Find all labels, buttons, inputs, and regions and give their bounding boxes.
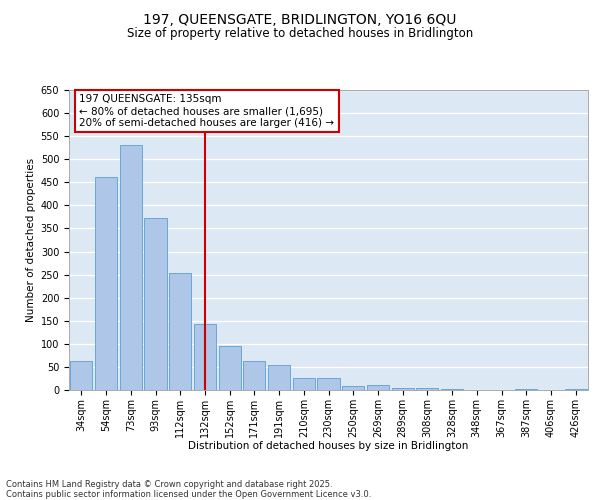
Bar	[268, 364, 290, 390]
Y-axis label: Number of detached properties: Number of detached properties	[26, 158, 37, 322]
Text: 197, QUEENSGATE, BRIDLINGTON, YO16 6QU: 197, QUEENSGATE, BRIDLINGTON, YO16 6QU	[143, 12, 457, 26]
Bar	[441, 389, 463, 390]
Bar	[95, 177, 117, 390]
Bar	[515, 389, 538, 390]
Bar	[70, 362, 92, 390]
Bar	[342, 386, 364, 390]
Text: 197 QUEENSGATE: 135sqm
← 80% of detached houses are smaller (1,695)
20% of semi-: 197 QUEENSGATE: 135sqm ← 80% of detached…	[79, 94, 334, 128]
Bar	[293, 378, 315, 390]
Bar	[169, 273, 191, 390]
Bar	[317, 378, 340, 390]
Text: Size of property relative to detached houses in Bridlington: Size of property relative to detached ho…	[127, 28, 473, 40]
Bar	[367, 385, 389, 390]
Bar	[392, 388, 414, 390]
Bar	[145, 218, 167, 390]
X-axis label: Distribution of detached houses by size in Bridlington: Distribution of detached houses by size …	[188, 441, 469, 451]
Text: Contains HM Land Registry data © Crown copyright and database right 2025.
Contai: Contains HM Land Registry data © Crown c…	[6, 480, 371, 499]
Bar	[119, 146, 142, 390]
Bar	[218, 346, 241, 390]
Bar	[565, 389, 587, 390]
Bar	[416, 388, 439, 390]
Bar	[243, 361, 265, 390]
Bar	[194, 324, 216, 390]
